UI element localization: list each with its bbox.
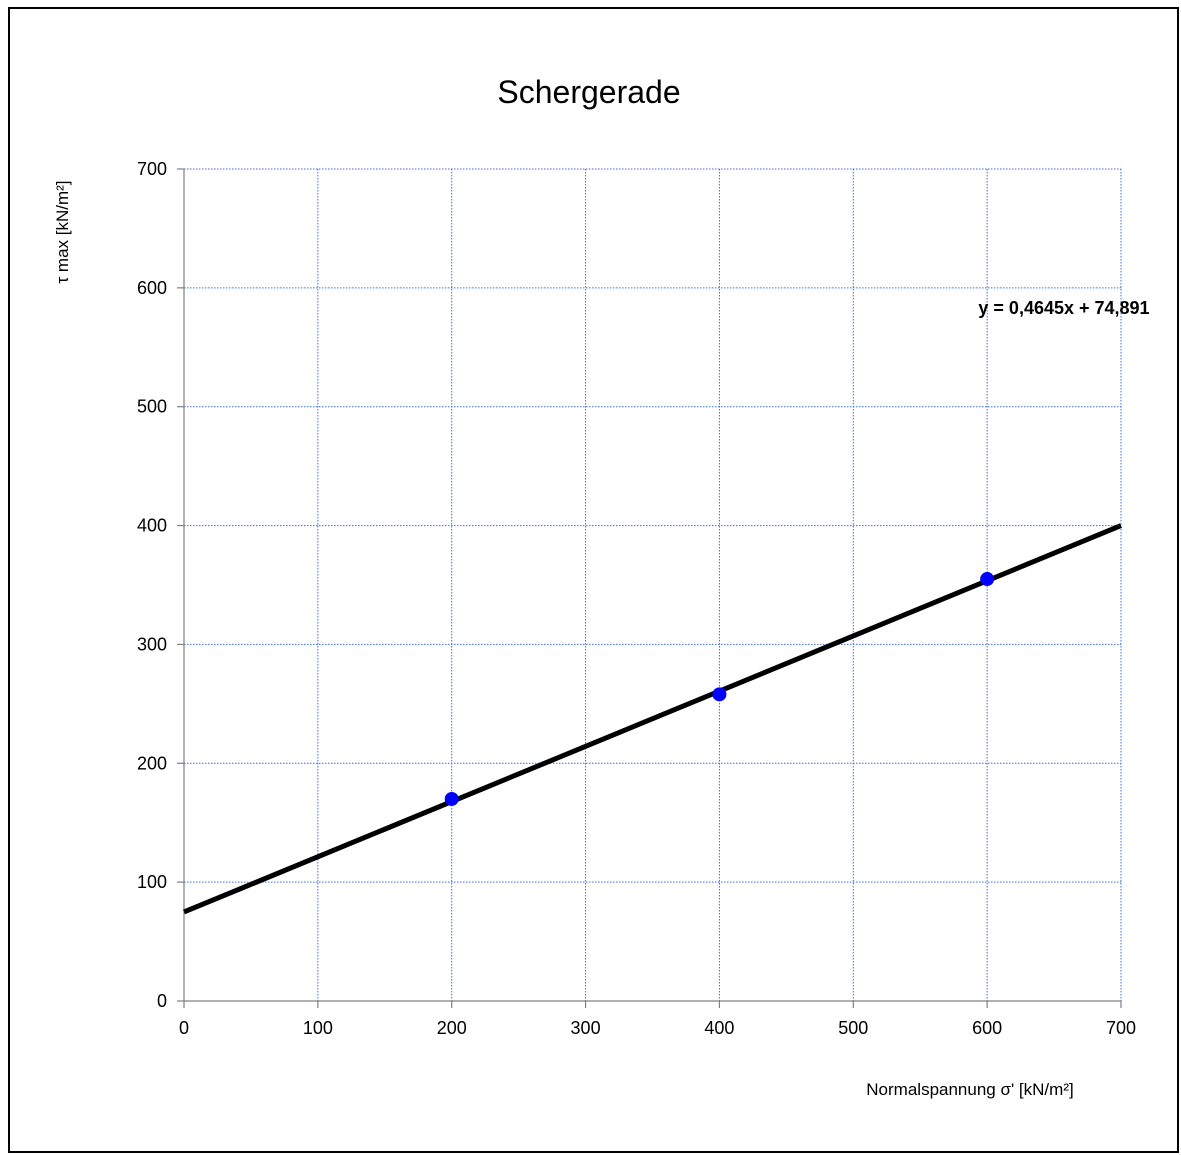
x-axis-title: Normalspannung σ' [kN/m²]	[866, 1080, 1073, 1099]
y-tick-label-700: 700	[137, 159, 167, 179]
x-tick-label-700: 700	[1106, 1018, 1136, 1038]
data-point-3	[980, 572, 995, 587]
x-axis-ticks: 0 100 200 300 400 500 600 700	[179, 1001, 1136, 1038]
y-tick-label-500: 500	[137, 397, 167, 417]
x-tick-label-100: 100	[303, 1018, 333, 1038]
y-tick-label-100: 100	[137, 872, 167, 892]
y-tick-label-200: 200	[137, 753, 167, 773]
grid	[184, 168, 1122, 1001]
x-tick-label-600: 600	[972, 1018, 1002, 1038]
x-tick-label-0: 0	[179, 1018, 189, 1038]
data-point-2	[712, 687, 727, 702]
trendline-group	[183, 523, 1122, 915]
axes	[183, 169, 1121, 1002]
x-tick-label-400: 400	[704, 1018, 734, 1038]
x-tick-label-500: 500	[838, 1018, 868, 1038]
y-tick-label-300: 300	[137, 634, 167, 654]
y-tick-label-0: 0	[157, 991, 167, 1011]
y-tick-label-600: 600	[137, 278, 167, 298]
trendline	[183, 523, 1122, 915]
y-axis-ticks: 0 100 200 300 400 500 600 700	[137, 159, 184, 1011]
y-axis-title: τ max [kN/m²]	[53, 180, 72, 283]
chart-title: Schergerade	[497, 74, 680, 110]
data-points	[444, 572, 995, 806]
data-point-1	[444, 791, 459, 806]
trendline-equation-label: y = 0,4645x + 74,891	[978, 298, 1149, 318]
x-tick-label-300: 300	[571, 1018, 601, 1038]
y-tick-label-400: 400	[137, 516, 167, 536]
chart-frame	[8, 7, 1179, 1153]
x-tick-label-200: 200	[437, 1018, 467, 1038]
